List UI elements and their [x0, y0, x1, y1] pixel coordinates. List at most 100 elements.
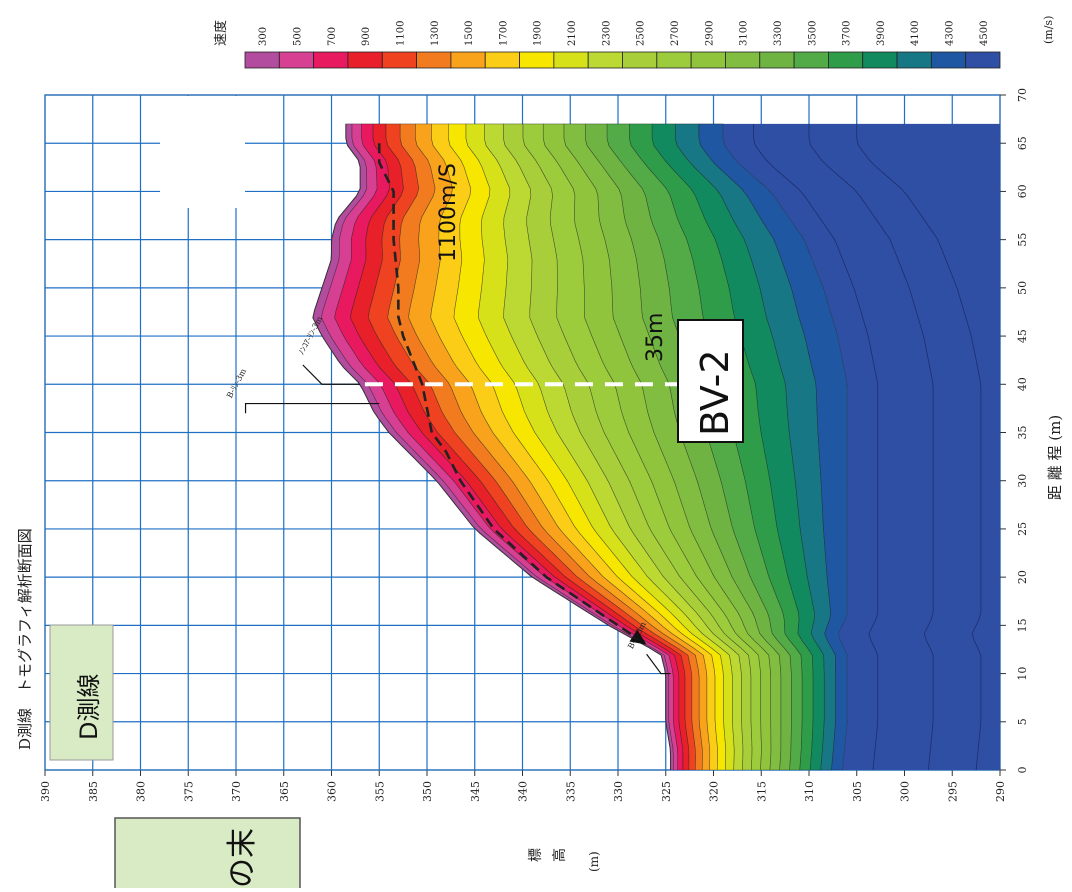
distance-axis-label: 距 離 程 (m): [1046, 415, 1064, 500]
legend-label-1900: 1900: [533, 21, 544, 46]
legend-swatch-1900: [519, 51, 555, 69]
dist-tick-label-35: 35: [1016, 426, 1029, 440]
legend-swatch-4100: [896, 51, 932, 69]
elev-tick-label-315: 315: [755, 781, 768, 802]
annotation-bv2-box: BV-2: [677, 319, 744, 443]
legend-label-2100: 2100: [567, 21, 578, 46]
legend-swatch-3700: [828, 51, 864, 69]
legend-label-2900: 2900: [704, 21, 715, 46]
cropped-note-text: の末: [225, 828, 260, 888]
borehole-2-line: [302, 364, 361, 385]
dist-tick-label-5: 5: [1016, 718, 1029, 725]
legend-label-4100: 4100: [910, 21, 921, 46]
dist-tick-label-40: 40: [1016, 377, 1029, 391]
legend-label-2300: 2300: [601, 21, 612, 46]
cropped-note-box: の末: [114, 817, 301, 892]
legend-label-1100: 1100: [395, 21, 406, 46]
annotation-35m: 35m: [643, 313, 668, 362]
dist-tick-label-70: 70: [1016, 88, 1029, 102]
ground-surface-line: [312, 123, 672, 770]
isovelocity-1100-line: [377, 143, 648, 646]
legend-swatch-500: [278, 51, 315, 69]
ylabel-char-2: 高: [551, 848, 568, 862]
elev-tick-label-355: 355: [373, 781, 386, 802]
legend-label-2500: 2500: [636, 21, 647, 46]
elevation-tick-labels: 290 295 300 305 310 315 320 325 330 335 340 345 350 3…: [39, 781, 1007, 802]
elev-tick-label-350: 350: [421, 781, 434, 802]
dist-tick-label-30: 30: [1016, 474, 1029, 488]
legend-label-500: 500: [292, 27, 303, 46]
legend-swatch-2900: [690, 51, 726, 69]
legend-label-4500: 4500: [979, 21, 990, 46]
legend-swatch-1700: [484, 51, 520, 69]
legend-unit: (m/s): [1042, 16, 1055, 44]
overlay-lines: [364, 143, 704, 646]
legend-swatch-4300: [930, 51, 967, 69]
borehole-3-line: [646, 653, 671, 675]
dist-tick-label-55: 55: [1016, 233, 1029, 247]
legend-swatch-300: [244, 51, 280, 69]
elev-tick-label-345: 345: [469, 781, 482, 802]
annotation-1100: 1100m/S: [436, 163, 461, 262]
distance-tick-labels: 0 5 10 15 20 25 30 35 40 45 50 55 60 65 70: [1016, 88, 1029, 774]
elev-tick-label-330: 330: [612, 781, 625, 802]
elev-tick-label-310: 310: [803, 781, 816, 802]
blank-patch: [160, 96, 245, 208]
legend-swatch-3500: [793, 51, 829, 69]
elev-tick-label-300: 300: [899, 781, 912, 802]
legend-label-2700: 2700: [670, 21, 681, 46]
legend-label-1700: 1700: [498, 21, 509, 46]
elev-tick-label-290: 290: [994, 781, 1007, 802]
legend-swatch-900: [347, 51, 383, 69]
elev-tick-label-340: 340: [517, 781, 530, 802]
legend-label-900: 900: [361, 27, 372, 46]
deep-contour-3: [856, 123, 982, 770]
elev-tick-label-320: 320: [708, 781, 721, 802]
legend-swatch-3300: [759, 51, 795, 69]
dist-tick-label-20: 20: [1016, 570, 1029, 584]
elev-tick-label-305: 305: [851, 781, 864, 802]
dist-tick-label-0: 0: [1016, 767, 1029, 774]
legend-title: 速度: [213, 20, 229, 46]
survey-line-box: D測線: [49, 624, 114, 761]
legend-label-3300: 3300: [773, 21, 784, 46]
annotation-bv2: BV-2: [693, 349, 737, 436]
velocity-band-4300: [698, 123, 848, 770]
legend-swatch-2700: [656, 51, 692, 69]
elev-tick-label-380: 380: [135, 781, 148, 802]
elev-tick-label-295: 295: [946, 781, 959, 802]
ylabel-char-1: 標: [528, 848, 544, 862]
figure-title: D測線 トモグラフィ解析断面図: [16, 528, 34, 750]
legend-swatch-1500: [450, 51, 486, 69]
legend-label-1500: 1500: [464, 21, 475, 46]
deep-contour-2: [808, 123, 934, 770]
elev-tick-label-325: 325: [660, 781, 673, 802]
legend-swatch-2100: [553, 51, 589, 69]
deep-layer: [723, 123, 1000, 770]
elev-tick-label-335: 335: [564, 781, 577, 802]
survey-line-label: D測線: [75, 674, 103, 740]
legend-swatch-4500: [965, 51, 1001, 69]
elev-tick-label-375: 375: [182, 781, 195, 802]
elev-tick-label-390: 390: [39, 781, 52, 802]
legend-swatch-3900: [862, 51, 898, 69]
dist-tick-label-10: 10: [1016, 667, 1029, 681]
elevation-axis-label: 標 高 (m): [528, 848, 601, 872]
legend-label-3100: 3100: [739, 21, 750, 46]
dist-tick-label-60: 60: [1016, 184, 1029, 198]
legend-label-3700: 3700: [842, 21, 853, 46]
elev-tick-label-385: 385: [87, 781, 100, 802]
legend-swatch-1100: [381, 51, 417, 69]
legend-swatch-700: [313, 51, 349, 69]
velocity-legend: 300 500 700 900 1100 1300 1500 1700 1900 2100 2300…: [213, 16, 1055, 69]
dist-tick-label-45: 45: [1016, 329, 1029, 343]
isovelocity-arrow-head: [629, 629, 647, 645]
ylabel-char-3: (m): [587, 851, 601, 872]
legend-label-4300: 4300: [945, 21, 956, 46]
legend-swatch-2300: [587, 51, 623, 69]
legend-label-3900: 3900: [876, 21, 887, 46]
elev-tick-label-365: 365: [278, 781, 291, 802]
tomography-section: [312, 123, 1000, 770]
